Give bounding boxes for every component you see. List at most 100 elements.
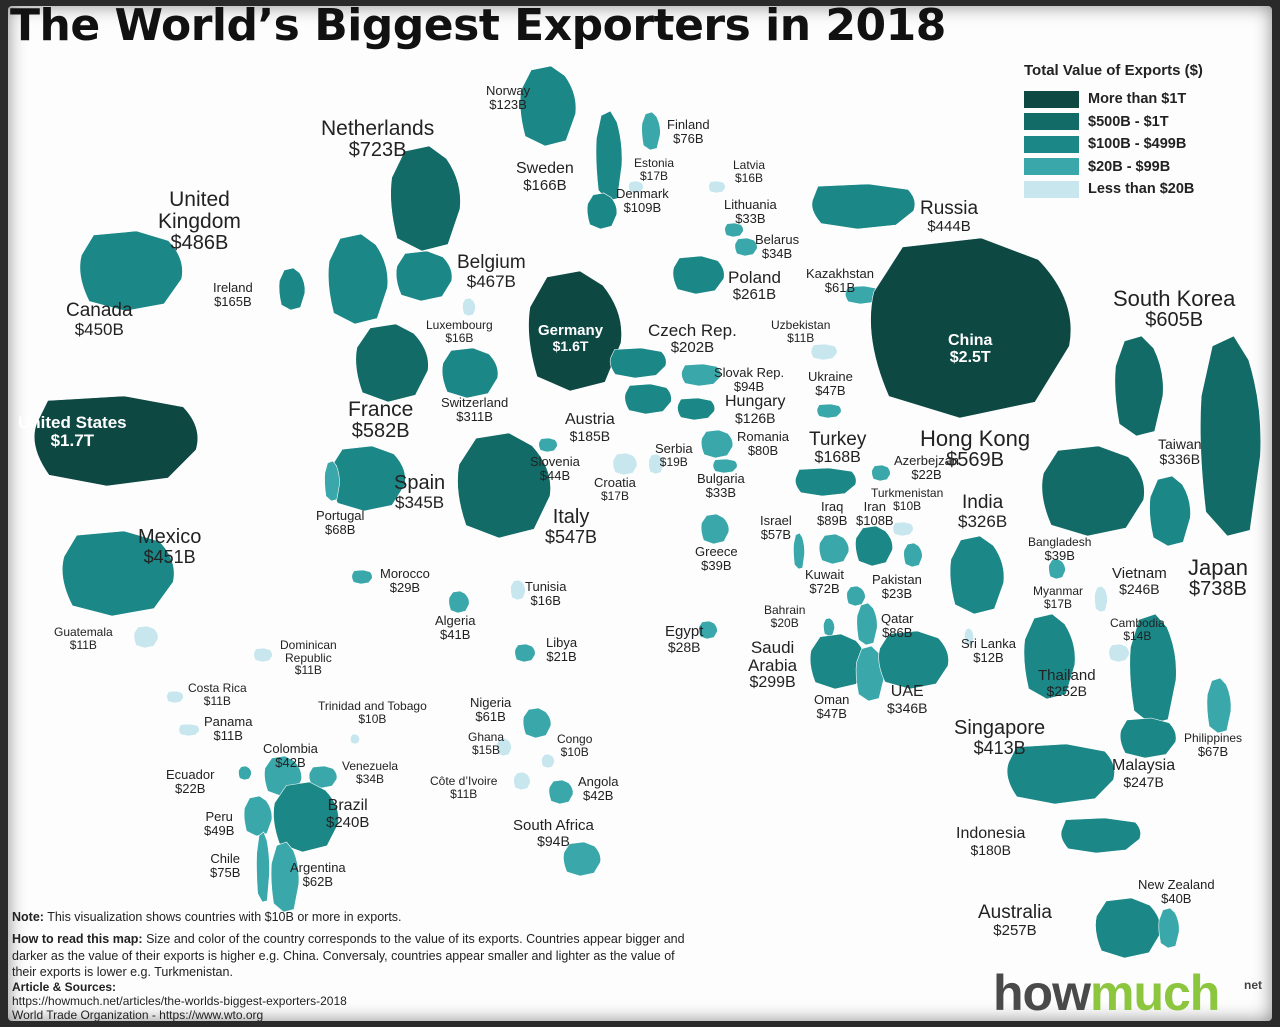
country-value: $40B — [1161, 890, 1192, 906]
page-title: The World’s Biggest Exporters in 2018 — [10, 6, 946, 51]
country-value: $33B — [705, 484, 737, 500]
country-value: $61B — [824, 279, 856, 295]
country-value: $29B — [389, 579, 421, 595]
country-label-ireland: Ireland $165B — [213, 281, 253, 308]
country-name: Panama — [204, 714, 253, 729]
country-value: $33B — [735, 210, 766, 226]
country-shape-dominican-republic — [253, 647, 273, 663]
country-label-turkmenistan: Turkmenistan $10B — [871, 487, 943, 512]
country-name: Dominican Republic — [280, 638, 337, 665]
country-label-france: France $582B — [348, 398, 414, 442]
map-canvas: The World’s Biggest Exporters in 2018 To… — [8, 6, 1272, 1021]
country-label-ecuador: Ecuador $22B — [166, 768, 214, 795]
country-name: Hungary — [725, 393, 786, 410]
country-shape-egypt — [698, 620, 718, 640]
country-label-azerbejzan: Azerbejzan $22B — [894, 454, 959, 481]
country-name: Poland — [728, 268, 781, 287]
country-label-latvia: Latvia $16B — [733, 159, 765, 184]
country-shape-estonia — [628, 180, 644, 194]
country-value: $10B — [358, 711, 387, 726]
country-label-singapore: Singapore $413B — [954, 718, 1045, 758]
country-value: $42B — [275, 754, 306, 770]
country-value: $246B — [1119, 580, 1160, 597]
country-shape-ghana — [496, 737, 512, 757]
sources-link-1[interactable]: https://howmuch.net/articles/the-worlds-… — [12, 993, 347, 1008]
country-value: $108B — [856, 512, 894, 528]
country-shape-switzerland — [441, 347, 499, 399]
country-label-poland: Poland $261B — [728, 269, 781, 303]
country-shape-india — [949, 535, 1005, 615]
country-value: $723B — [348, 139, 407, 162]
country-value: $94B — [733, 378, 765, 394]
country-label-austria: Austria $185B — [565, 411, 615, 443]
country-name: Spain — [394, 472, 446, 494]
country-name: Philippines — [1184, 731, 1243, 745]
country-label-australia: Australia $257B — [978, 903, 1052, 939]
country-shape-kuwait — [846, 585, 866, 607]
country-label-ukraine: Ukraine $47B — [808, 370, 853, 397]
country-value: $168B — [814, 448, 861, 466]
country-value: $68B — [325, 521, 356, 537]
country-name: Turkmenistan — [871, 486, 944, 500]
country-value: $166B — [523, 176, 567, 194]
country-value: $738B — [1189, 578, 1247, 601]
country-label-denmark: Denmark $109B — [616, 187, 669, 214]
country-name: Slovak Rep. — [714, 365, 785, 380]
logo-net: net — [1244, 978, 1262, 992]
country-label-peru: Peru $49B — [204, 810, 234, 837]
country-value: $20B — [770, 615, 799, 630]
country-shape-guatemala — [133, 625, 159, 649]
country-shape-japan — [1199, 335, 1262, 537]
country-label-brazil: Brazil $240B — [326, 797, 369, 831]
country-shape-singapore — [1006, 743, 1115, 805]
country-value: $15B — [472, 742, 501, 757]
country-value: $76B — [673, 130, 704, 146]
country-name: Germany — [538, 322, 604, 339]
country-label-italy: Italy $547B — [545, 507, 597, 547]
country-shape-netherlands — [390, 145, 461, 252]
country-shape-luxembourg — [462, 297, 476, 317]
notes: Note: This visualization shows countries… — [12, 909, 692, 980]
country-value: $22B — [911, 466, 942, 482]
country-name: South Korea — [1113, 286, 1236, 311]
country-shape-italy — [457, 432, 551, 539]
country-name: France — [348, 398, 414, 421]
country-name: Indonesia — [956, 825, 1026, 842]
legend-item: $500B - $1T — [1024, 111, 1254, 134]
country-name: United States — [18, 413, 127, 432]
country-shape-serbia — [648, 453, 664, 475]
country-label-united-kingdom: United Kingdom $486B — [158, 188, 241, 254]
country-value: $47B — [816, 705, 847, 721]
country-shape-new-zealand — [1158, 907, 1180, 949]
country-shape-latvia — [708, 180, 726, 194]
country-name: South Africa — [513, 817, 594, 834]
country-shape-turkmenistan — [892, 521, 914, 537]
country-name: Vietnam — [1112, 565, 1167, 582]
country-value: $2.5T — [949, 348, 991, 366]
country-label-romania: Romania $80B — [737, 430, 789, 457]
country-shape-saudi-arabia — [809, 633, 867, 690]
country-label-finland: Finland $76B — [667, 118, 710, 145]
country-name: Hong Kong — [920, 426, 1031, 451]
country-label-mexico: Mexico $451B — [138, 527, 201, 567]
country-shape-lithuania — [724, 222, 744, 238]
country-label-sweden: Sweden $166B — [516, 160, 574, 194]
country-value: $123B — [489, 96, 527, 112]
country-label-south-africa: South Africa $94B — [513, 818, 594, 848]
country-label-norway: Norway $123B — [486, 84, 530, 111]
country-label-switzerland: Switzerland $311B — [441, 396, 508, 423]
country-name: Brazil — [327, 797, 368, 814]
country-name: Bahrain — [764, 603, 806, 617]
country-value: $72B — [809, 580, 840, 596]
country-name: Switzerland — [441, 395, 509, 410]
country-name: Saudi Arabia — [748, 638, 798, 675]
country-shape-slovenia — [538, 437, 558, 453]
country-value: $22B — [175, 780, 206, 796]
country-value: $413B — [973, 738, 1026, 758]
country-name: Netherlands — [321, 117, 435, 140]
country-shape-nigeria — [522, 707, 552, 739]
country-label-netherlands: Netherlands $723B — [321, 117, 435, 162]
country-name: Colombia — [263, 741, 318, 756]
sources: Article & Sources: https://howmuch.net/a… — [12, 980, 512, 1021]
sources-link-2[interactable]: World Trade Organization - https://www.w… — [12, 1007, 264, 1021]
